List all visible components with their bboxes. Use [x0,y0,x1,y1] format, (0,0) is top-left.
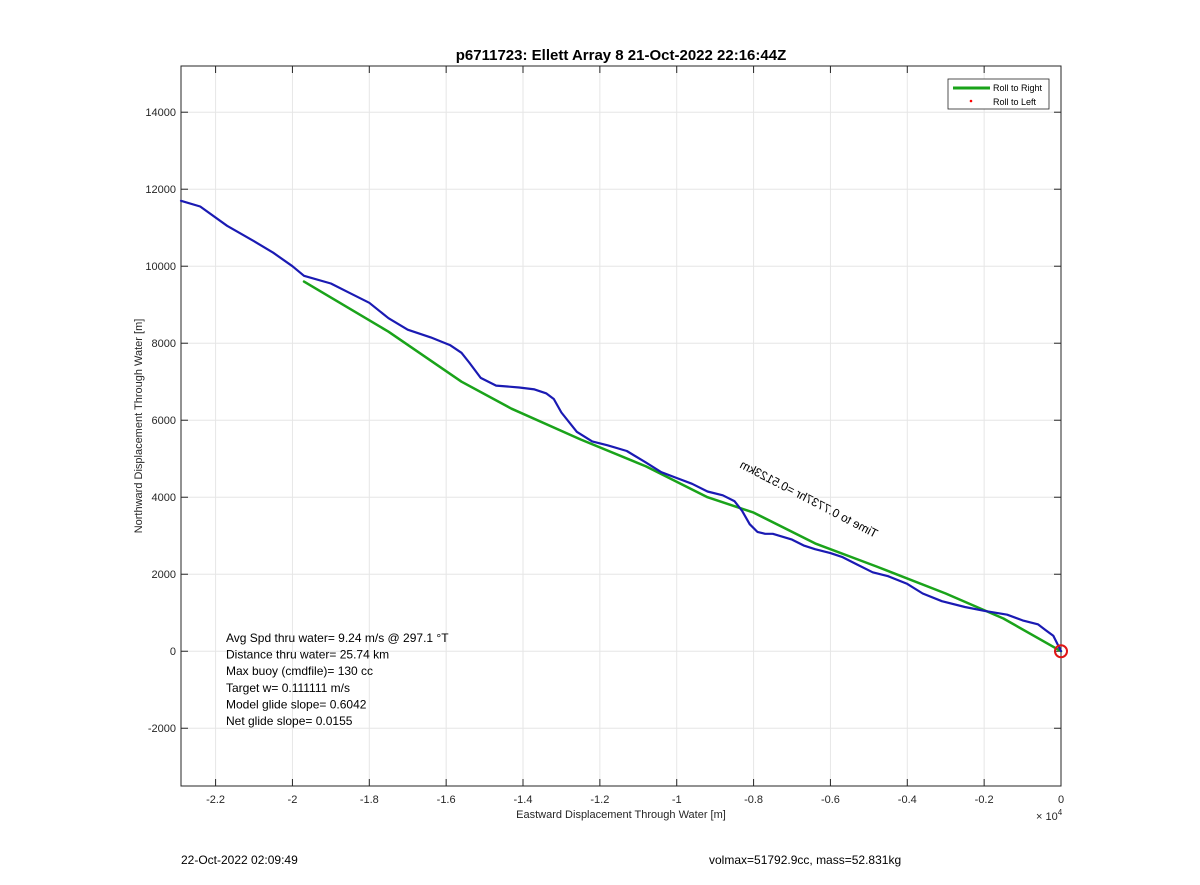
x-tick-label: -0.6 [821,794,840,806]
y-tick-label: 6000 [152,415,176,427]
y-tick-label: 4000 [152,492,176,504]
stats-annotations: Avg Spd thru water= 9.24 m/s @ 297.1 °T D… [226,631,449,728]
x-axis-exponent-power: 4 [1058,808,1063,817]
stats-annotation-line: Distance thru water= 25.74 km [226,648,389,662]
x-axis-label: Eastward Displacement Through Water [m] [516,809,726,821]
y-tick-label: 10000 [145,261,176,273]
stats-annotation-line: Model glide slope= 0.6042 [226,697,367,711]
stats-annotation-line: Max buoy (cmdfile)= 130 cc [226,664,373,678]
legend-roll-left-swatch [969,99,973,103]
legend-roll-right-label: Roll to Right [993,83,1043,93]
stats-annotation-line: Target w= 0.111111 m/s [226,681,350,695]
x-axis-exponent: × 104 [1036,808,1063,823]
y-axis-label: Northward Displacement Through Water [m] [133,319,145,534]
track-annotation: Time to 0.7737hr =0.5123km [738,457,880,540]
x-tick-label: -1.8 [360,794,379,806]
x-tick-label: 0 [1058,794,1064,806]
y-tick-label: -2000 [148,723,176,735]
y-tick-label: 0 [170,646,176,658]
y-axis: -2000 0 2000 4000 6000 8000 10000 12000 14000 [145,107,1061,735]
x-tick-label: -0.2 [975,794,994,806]
stats-annotation-line: Avg Spd thru water= 9.24 m/s @ 297.1 °T [226,631,449,645]
legend: Roll to Right Roll to Left [947,78,1050,110]
legend-box [947,78,1050,110]
stats-annotation-line: Net glide slope= 0.0155 [226,714,353,728]
x-tick-label: -0.8 [744,794,763,806]
y-tick-label: 14000 [145,107,176,119]
plot-area [180,65,1062,787]
series-layer [179,199,1063,653]
chart-title: p6711723: Ellett Array 8 21-Oct-2022 22:… [456,47,786,64]
legend-roll-left-label: Roll to Left [993,97,1037,107]
y-tick-label: 2000 [152,569,176,581]
x-tick-label: -1 [672,794,682,806]
x-axis-exponent-base: × 10 [1036,811,1058,823]
x-tick-label: -1.4 [514,794,533,806]
series-line-0 [302,280,1063,653]
x-axis: -2.2 -2 -1.8 -1.6 -1.4 -1.2 -1 -0.8 -0.6 -0.4 -0.2… [206,66,1064,806]
x-tick-label: -0.4 [898,794,917,806]
end-marker [1054,644,1068,659]
x-tick-label: -2 [288,794,298,806]
footer-params: volmax=51792.9cc, mass=52.831kg [709,853,902,867]
series-line-1 [179,199,1063,653]
x-tick-label: -1.2 [590,794,609,806]
footer-date: 22-Oct-2022 02:09:49 [181,853,298,867]
y-tick-label: 8000 [152,338,176,350]
y-tick-label: 12000 [145,184,176,196]
x-tick-label: -2.2 [206,794,225,806]
x-tick-label: -1.6 [437,794,456,806]
